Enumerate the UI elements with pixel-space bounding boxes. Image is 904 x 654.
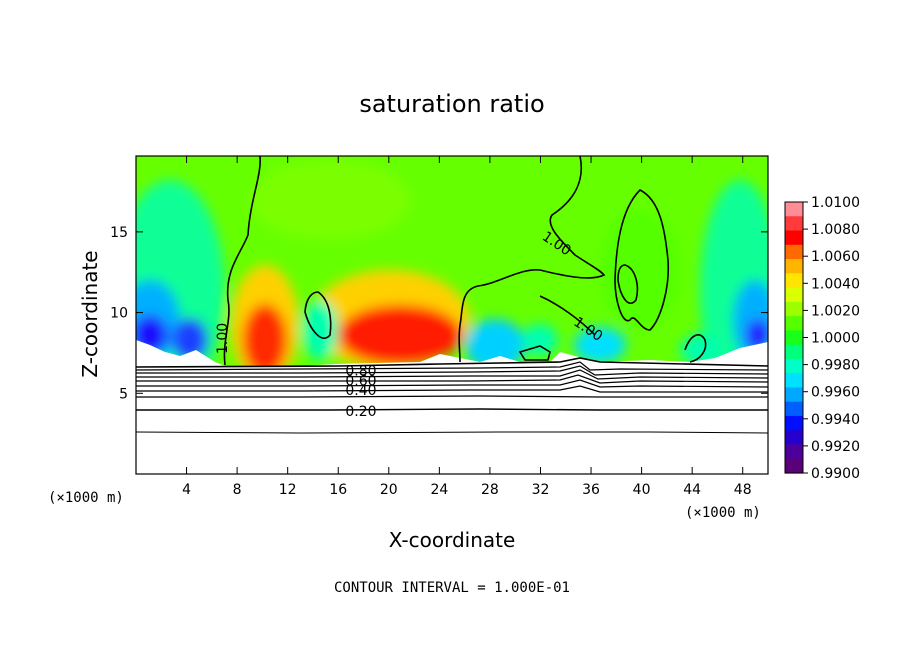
colorbar-swatch <box>785 202 803 217</box>
colorbar-tick-label: 1.0100 <box>811 195 860 211</box>
contour-line-0.50 <box>136 379 768 388</box>
contour-line-0.10 <box>136 431 768 434</box>
colorbar-ticks: 1.0100 1.0080 1.0060 1.0040 1.0020 1.0000 0.99… <box>803 195 860 482</box>
contour-lines <box>223 156 707 366</box>
x-tick-label: 20 <box>380 482 398 498</box>
colorbar-tick-label: 1.0020 <box>811 303 860 319</box>
colorbar-tick-label: 0.9900 <box>811 466 860 482</box>
colorbar-swatch <box>785 244 803 260</box>
colorbar-tick-label: 0.9920 <box>811 439 860 455</box>
colorbar-swatch <box>785 373 803 389</box>
colorbar-swatch <box>785 330 803 346</box>
colorbar-tick-label: 1.0000 <box>811 331 860 347</box>
contour-label: 0.80 <box>345 364 376 380</box>
contour-1.00-left <box>223 156 262 366</box>
colorbar-swatch <box>785 273 803 289</box>
colorbar-swatch <box>785 216 803 232</box>
contour-1.00-diag <box>539 295 596 336</box>
contour-label: 1.00 <box>215 323 231 354</box>
colorbar-tick-label: 1.0040 <box>811 276 860 292</box>
colorbar-swatches <box>785 202 803 474</box>
contour-interval-note: CONTOUR INTERVAL = 1.000E-01 <box>334 580 570 596</box>
x-tick-label: 44 <box>683 482 701 498</box>
contour-line-0.30 <box>136 395 768 398</box>
plot-frame <box>135 155 769 475</box>
x-tick-label: 48 <box>734 482 752 498</box>
colorbar-swatch <box>785 316 803 331</box>
contour-stack <box>136 357 768 434</box>
colorbar-swatch <box>785 230 803 246</box>
contour-line-0.90 <box>136 361 768 371</box>
y-axis-ticks: 5 10 15 <box>110 225 768 402</box>
colorbar-swatch <box>785 430 803 446</box>
y-tick-label: 10 <box>110 306 128 322</box>
contour-1.00-inner <box>617 264 639 304</box>
contour-label: 0.40 <box>345 383 376 399</box>
x-tick-label: 28 <box>481 482 499 498</box>
y-tick-label: 5 <box>119 386 128 402</box>
x-tick-label: 36 <box>582 482 600 498</box>
contour-line-0.80 <box>136 365 768 376</box>
contour-line-0.60 <box>136 374 768 384</box>
heatmap-field <box>136 156 768 474</box>
contour-line-0.40 <box>136 385 768 393</box>
x-axis-ticks: 4 8 12 16 20 24 28 32 36 40 44 48 <box>182 156 752 498</box>
colorbar-swatch <box>785 444 803 460</box>
colorbar-swatch <box>785 358 803 374</box>
chart-title: saturation ratio <box>359 90 544 118</box>
x-axis-label: X-coordinate <box>389 528 516 552</box>
x-tick-label: 12 <box>279 482 297 498</box>
colorbar-swatch <box>785 401 803 417</box>
x-unit-left: (×1000 m) <box>48 490 124 506</box>
colorbar-tick-label: 1.0060 <box>811 249 860 265</box>
contour-label: 0.20 <box>345 404 376 420</box>
x-tick-label: 4 <box>182 482 191 498</box>
contour-1.00-bump <box>684 334 707 363</box>
colorbar-swatch <box>785 301 803 317</box>
colorbar-swatch <box>785 458 803 474</box>
plot-area: 1.001.001.000.800.600.400.20 4 8 12 16 20 24 2… <box>110 155 769 498</box>
colorbar-swatch <box>785 387 803 403</box>
x-tick-label: 32 <box>532 482 550 498</box>
colorbar-swatch <box>785 287 803 303</box>
x-tick-label: 8 <box>233 482 242 498</box>
x-tick-label: 40 <box>633 482 651 498</box>
colorbar-tick-label: 0.9960 <box>811 385 860 401</box>
colorbar-swatch <box>785 344 803 360</box>
colorbar-tick-label: 1.0080 <box>811 222 860 238</box>
contour-1.00-loop <box>614 189 670 331</box>
x-unit-right: (×1000 m) <box>685 505 761 521</box>
y-axis-label: Z-coordinate <box>78 250 102 377</box>
colorbar-swatch <box>785 259 803 274</box>
contour-line-0.70 <box>136 369 768 380</box>
contour-1.00-small <box>518 345 551 361</box>
colorbar-tick-label: 0.9980 <box>811 358 860 374</box>
contour-label: 0.60 <box>345 373 376 389</box>
colorbar: 1.0100 1.0080 1.0060 1.0040 1.0020 1.0000 0.99… <box>784 195 860 482</box>
colorbar-tick-label: 0.9940 <box>811 412 860 428</box>
contour-line-top <box>136 357 768 368</box>
y-tick-label: 15 <box>110 225 128 241</box>
contour-1.00-island <box>304 291 332 339</box>
contour-1.00-right <box>458 156 606 363</box>
colorbar-swatch <box>785 415 803 431</box>
x-tick-label: 24 <box>430 482 448 498</box>
field-shading <box>136 160 768 400</box>
x-tick-label: 16 <box>329 482 347 498</box>
contour-line-0.20 <box>136 408 768 411</box>
